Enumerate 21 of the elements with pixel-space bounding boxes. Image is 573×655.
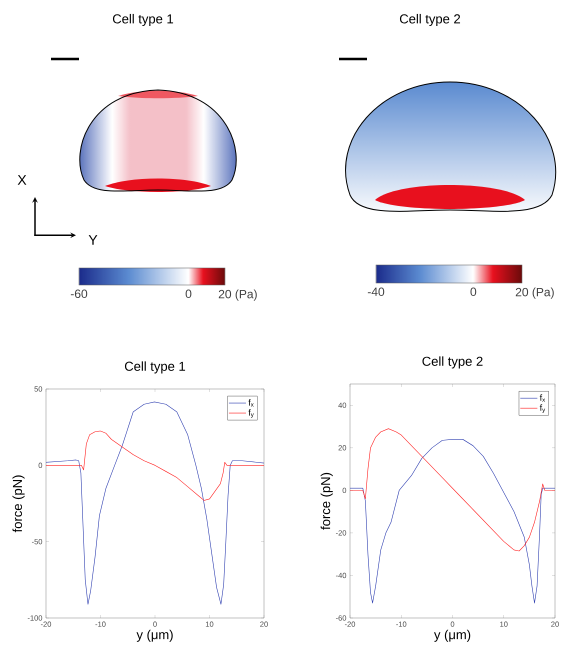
text: 0 xyxy=(186,290,192,298)
text: Y xyxy=(88,235,98,245)
text: -40 xyxy=(368,288,384,296)
x-axis-title: y (μm) xyxy=(136,630,173,642)
text: 0 xyxy=(470,288,476,296)
chart-title: Cell type 1 xyxy=(124,361,186,374)
y-axis-title: force (pN) xyxy=(320,472,333,530)
text: 20 (Pa) xyxy=(218,290,257,301)
x-axis-title: y (μm) xyxy=(434,630,470,642)
text: 20 (Pa) xyxy=(516,288,554,299)
text: X xyxy=(18,175,26,185)
y-axis-title: force (pN) xyxy=(12,475,25,532)
legend-label: f$_{x}$ xyxy=(248,399,254,407)
text: Cell type 1 xyxy=(112,14,174,26)
text: -60 xyxy=(70,290,88,298)
line-series xyxy=(350,439,555,604)
legend-label: f$_{x}$ xyxy=(540,394,546,402)
chart-title: Cell type 2 xyxy=(422,356,483,368)
legend-label: f$_{y}$ xyxy=(248,409,254,418)
legend-label: f$_{y}$ xyxy=(540,404,546,413)
text: Cell type 2 xyxy=(400,14,460,26)
